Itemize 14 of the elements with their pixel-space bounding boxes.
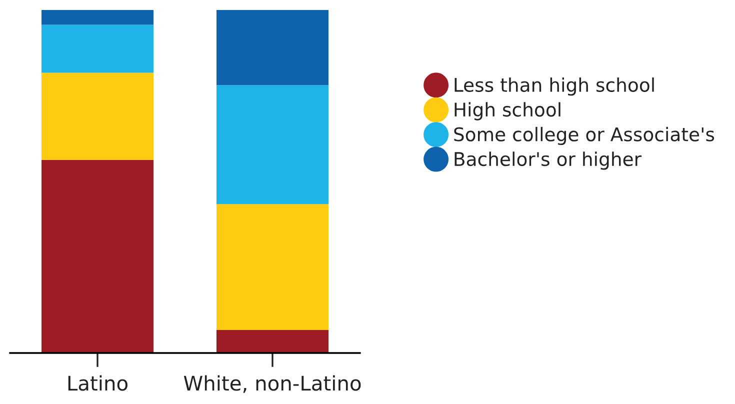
- legend-label: Less than high school: [454, 77, 654, 96]
- bar: [216, 330, 328, 353]
- bar: [42, 160, 154, 353]
- x-tick-label: Latino: [68, 375, 128, 391]
- bar: [216, 10, 328, 86]
- bar: [42, 10, 154, 25]
- bar: [216, 204, 328, 330]
- legend-label: High school: [454, 102, 560, 120]
- bar: [42, 24, 154, 73]
- bar: [42, 72, 154, 160]
- bar: [216, 85, 328, 204]
- x-tick-label: White, non-Latino: [184, 375, 361, 393]
- legend-label: Some college or Associate's: [454, 126, 714, 146]
- legend-label: Bachelor's or higher: [454, 152, 642, 170]
